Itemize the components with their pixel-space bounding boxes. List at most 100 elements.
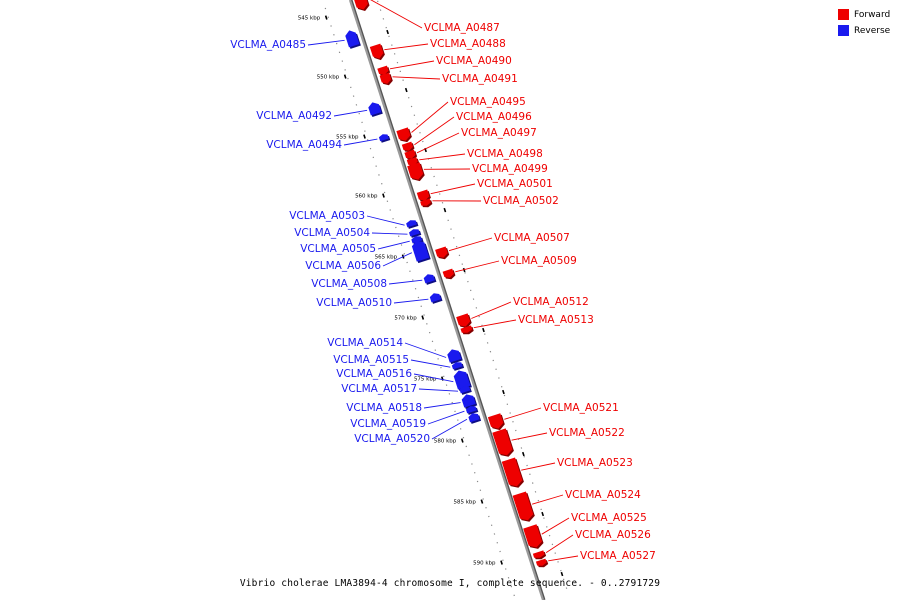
gene-box	[396, 127, 411, 141]
gene-leader-line	[414, 116, 455, 146]
gene-box	[345, 30, 360, 48]
gene-label: VCLMA_A0485	[230, 39, 306, 51]
scale-tick-minor	[541, 511, 545, 517]
gene-box	[411, 240, 430, 262]
gene-label: VCLMA_A0497	[461, 127, 537, 139]
gene-leader-line	[427, 410, 465, 425]
gene-leader-line	[393, 298, 429, 304]
scale-tick-minor	[521, 451, 525, 457]
gene-box	[487, 413, 504, 429]
gene-leader-line	[471, 301, 512, 319]
gene-label: VCLMA_A0502	[483, 195, 559, 207]
scale-tick	[343, 74, 347, 79]
scale-label: 545 kbp	[298, 16, 321, 22]
gene-box	[404, 149, 416, 159]
gene-label: VCLMA_A0510	[316, 297, 392, 309]
legend-forward-label: Forward	[854, 9, 891, 20]
guide-rail-left	[324, 7, 517, 600]
gene-label: VCLMA_A0526	[575, 529, 651, 541]
gene-label: VCLMA_A0501	[477, 178, 553, 190]
gene-box	[369, 43, 384, 59]
gene-label: VCLMA_A0499	[472, 163, 548, 175]
gene-leader-line	[419, 153, 466, 161]
gene-label: VCLMA_A0517	[341, 383, 417, 395]
gene-leader-line	[455, 260, 500, 273]
gene-box	[429, 293, 441, 303]
gene-box	[468, 413, 480, 423]
gene-label: VCLMA_A0515	[333, 354, 409, 366]
gene-box	[453, 370, 471, 390]
scale-tick	[363, 134, 366, 139]
scale-tick	[460, 438, 464, 443]
scale-tick	[324, 15, 328, 20]
gene-label: VCLMA_A0527	[580, 550, 656, 562]
gene-leader-line	[377, 240, 410, 250]
gene-label: VCLMA_A0525	[571, 512, 647, 524]
gene-label: VCLMA_A0520	[354, 433, 430, 445]
gene-label: VCLMA_A0503	[289, 210, 365, 222]
gene-label: VCLMA_A0513	[518, 314, 594, 326]
gene-leader-line	[548, 555, 579, 562]
scale-label: 575 kbp	[414, 377, 437, 383]
gene-leader-line	[545, 534, 574, 554]
gene-label: VCLMA_A0508	[311, 278, 387, 290]
gene-leader-line	[307, 39, 345, 46]
gene-box	[456, 313, 471, 327]
gene-box	[447, 349, 462, 363]
scale-label: 590 kbp	[473, 561, 496, 567]
gene-label: VCLMA_A0504	[294, 227, 370, 239]
guide-rail-right	[376, 0, 569, 593]
scale-tick-minor	[502, 389, 505, 395]
gene-label: VCLMA_A0519	[350, 418, 426, 430]
gene-leader-line	[404, 342, 447, 358]
legend-forward: Forward	[838, 9, 890, 20]
backbone	[348, 0, 545, 600]
scale-tick	[382, 193, 385, 198]
gene-box	[442, 268, 454, 278]
gene-leader-line	[333, 109, 368, 117]
scale-tick-minor	[443, 207, 447, 213]
gene-box	[416, 189, 430, 201]
gene-leader-line	[413, 373, 454, 383]
gene-box	[420, 198, 431, 206]
gene-box	[523, 524, 542, 548]
gene-label: VCLMA_A0523	[557, 457, 633, 469]
forward-swatch	[838, 9, 849, 20]
gene-leader-line	[389, 60, 435, 70]
gene-label: VCLMA_A0507	[494, 232, 570, 244]
scale-label: 550 kbp	[317, 75, 340, 81]
gene-box	[411, 236, 423, 244]
gene-label: VCLMA_A0488	[430, 38, 506, 50]
gene-box	[492, 428, 513, 456]
gene-label: VCLMA_A0494	[266, 139, 342, 151]
gene-box	[460, 325, 473, 333]
gene-label: VCLMA_A0512	[513, 296, 589, 308]
scale-tick-minor	[386, 29, 389, 35]
gene-label: VCLMA_A0522	[549, 427, 625, 439]
gene-label: VCLMA_A0514	[327, 337, 403, 349]
gene-box	[501, 457, 523, 487]
gene-leader-line	[448, 237, 493, 252]
gene-box	[435, 246, 448, 258]
gene-leader-line	[370, 0, 423, 29]
gene-leader-line	[366, 215, 405, 226]
gene-label: VCLMA_A0505	[300, 243, 376, 255]
scale-tick	[500, 560, 503, 565]
gene-leader-line	[418, 388, 459, 392]
gene-leader-line	[473, 319, 517, 329]
gene-leader-line	[343, 138, 378, 146]
gene-leader-line	[382, 252, 413, 267]
gene-box	[461, 394, 476, 408]
gene-box	[535, 558, 547, 566]
scale-tick-minor	[560, 571, 564, 577]
reverse-swatch	[838, 25, 849, 36]
scale-tick-minor	[404, 87, 408, 93]
gene-box	[378, 134, 389, 142]
gene-box	[465, 406, 477, 414]
gene-leader-line	[392, 76, 441, 80]
gene-leader-line	[388, 279, 423, 285]
scale-label: 570 kbp	[394, 316, 417, 322]
sequence-caption: Vibrio cholerae LMA3894-4 chromosome I, …	[239, 578, 661, 589]
gene-box	[532, 550, 545, 558]
